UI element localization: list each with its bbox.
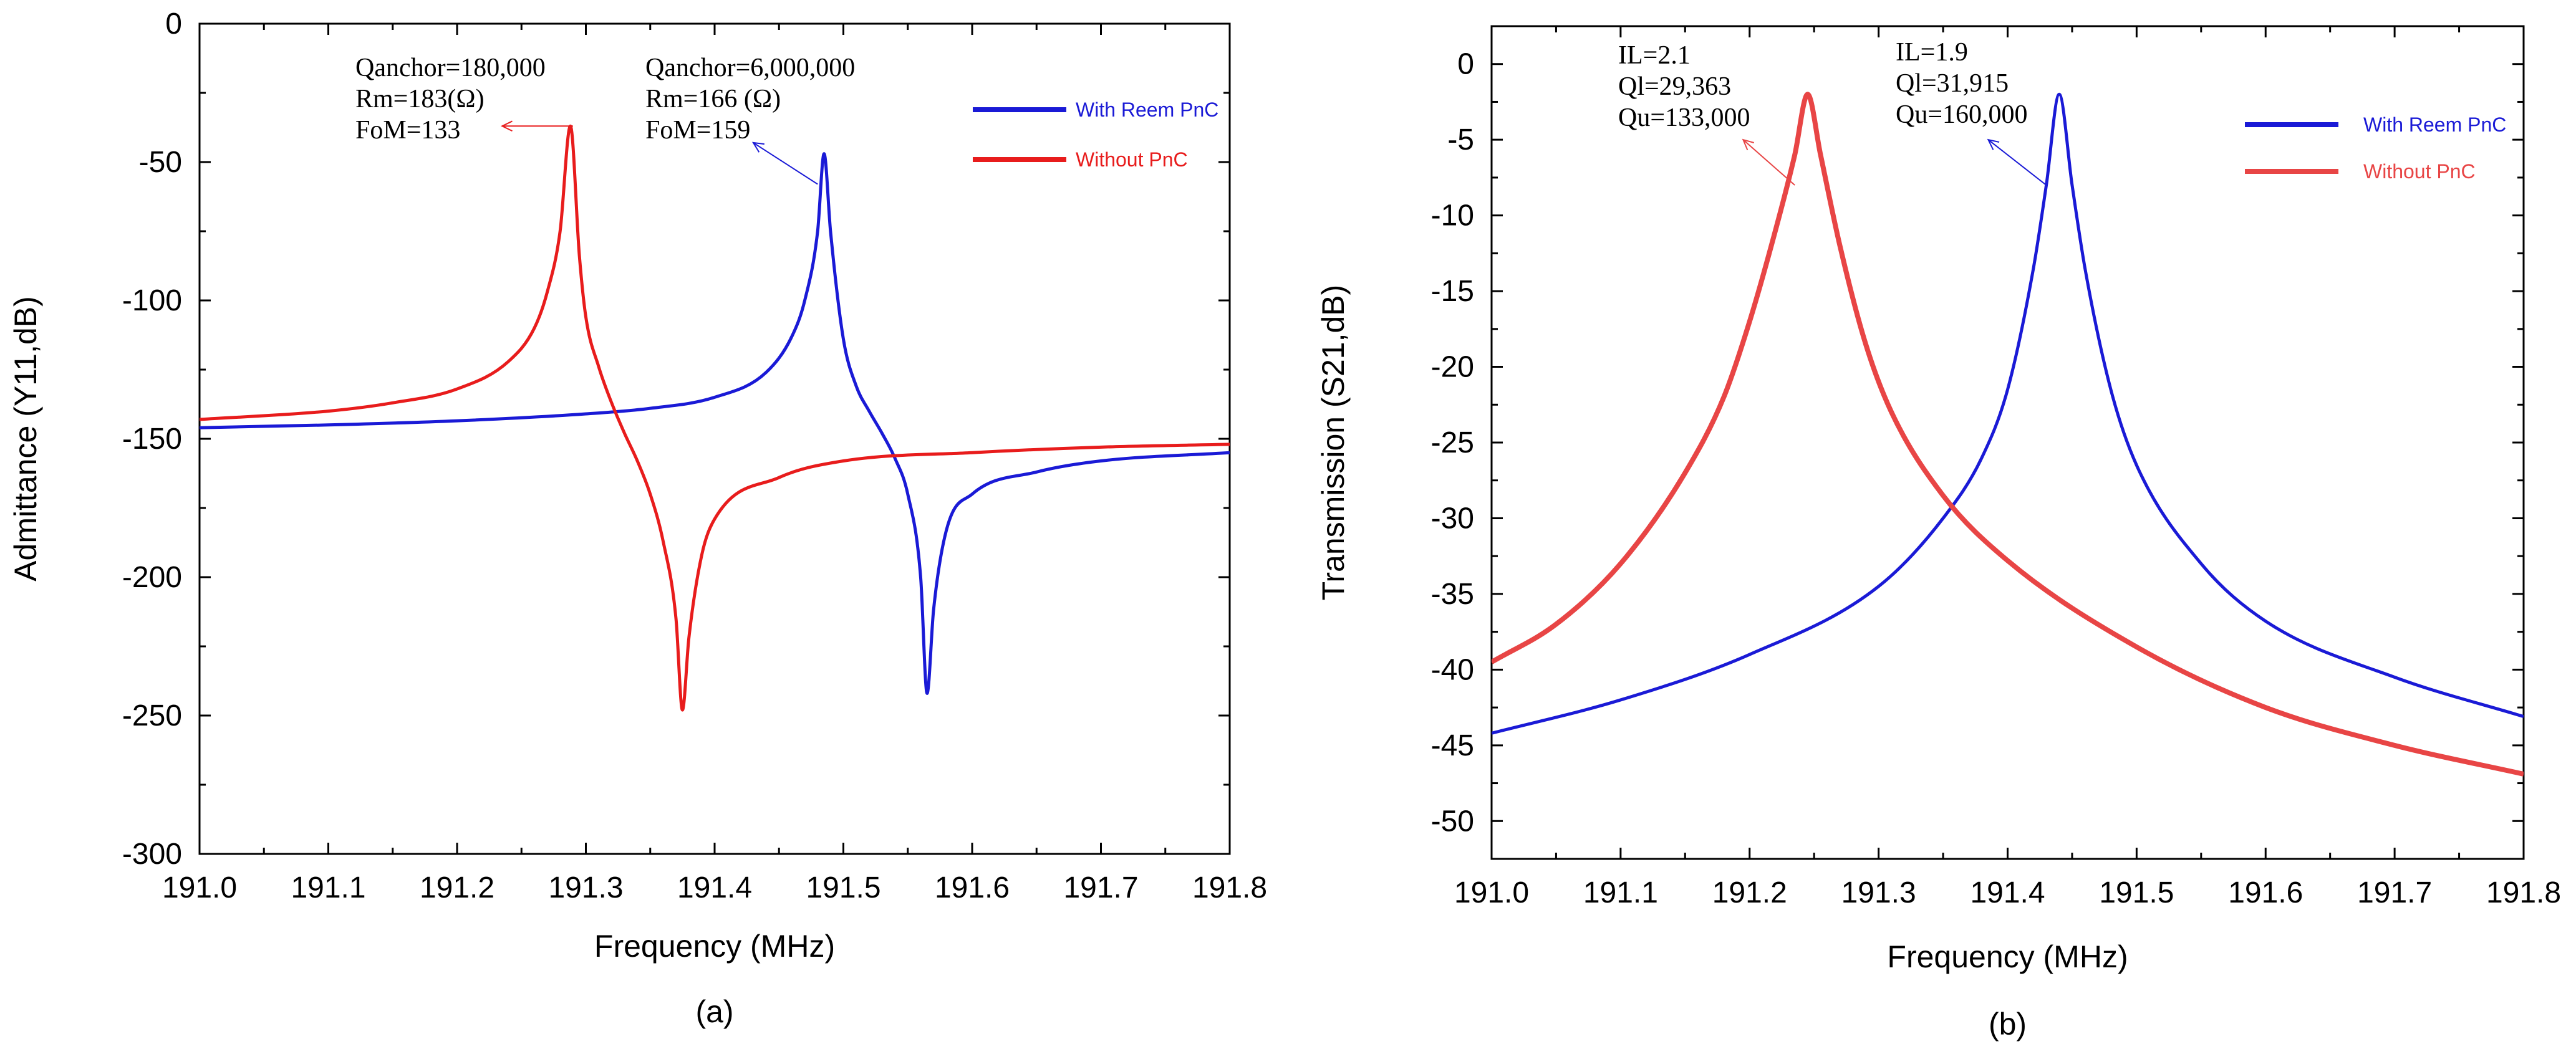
x-tick-label: 191.6 xyxy=(2228,876,2303,909)
y-tick-label: 0 xyxy=(165,7,182,41)
annotation-text: FoM=159 xyxy=(645,116,750,145)
annotation-text: Rm=166 (Ω) xyxy=(645,85,781,113)
x-axis-title: Frequency (MHz) xyxy=(594,929,835,964)
y-tick-label: -5 xyxy=(1447,123,1474,156)
x-tick-label: 191.7 xyxy=(1063,871,1138,904)
annotation-text: IL=1.9 xyxy=(1896,38,1968,67)
x-tick-label: 191.2 xyxy=(420,871,494,904)
y-tick-label: -50 xyxy=(1431,805,1474,838)
series-line-without-pnc xyxy=(200,124,1230,712)
annotation-arrow xyxy=(753,142,818,185)
y-tick-label: -50 xyxy=(139,146,182,179)
x-tick-label: 191.1 xyxy=(1583,876,1658,909)
annotation-text: Qanchor=6,000,000 xyxy=(645,54,855,82)
annotation-text: Ql=29,363 xyxy=(1618,72,1731,101)
y-tick-label: -300 xyxy=(122,838,182,871)
legend-entry: With Reem PnC xyxy=(1076,98,1218,121)
y-axis-title: Transmission (S21,dB) xyxy=(1316,285,1351,601)
series-line-with-reem-pnc xyxy=(1492,92,2524,735)
y-tick-label: 0 xyxy=(1457,48,1474,81)
x-tick-label: 191.5 xyxy=(2099,876,2174,909)
x-tick-label: 191.4 xyxy=(1970,876,2045,909)
x-tick-label: 191.5 xyxy=(806,871,880,904)
chart-panel-a: 191.0 191.1 191.2 191.3 191.4 191.5 191.6 191.7… xyxy=(8,7,1267,1029)
x-tick-label: 191.0 xyxy=(1454,876,1529,909)
y-tick-label: -15 xyxy=(1431,275,1474,308)
panel-label: (a) xyxy=(695,994,733,1029)
x-tick-label: 191.6 xyxy=(935,871,1010,904)
y-tick-label: -20 xyxy=(1431,351,1474,384)
x-tick-label: 191.0 xyxy=(162,871,237,904)
y-tick-label: -35 xyxy=(1431,578,1474,611)
series-line-with-reem-pnc xyxy=(200,152,1230,695)
legend-entry: Without PnC xyxy=(2363,160,2476,183)
legend-entry: With Reem PnC xyxy=(2363,113,2506,136)
annotation-text: FoM=133 xyxy=(355,116,460,145)
x-tick-label: 191.8 xyxy=(1192,871,1267,904)
series-line-without-pnc xyxy=(1492,92,2524,777)
x-tick-label: 191.2 xyxy=(1712,876,1787,909)
y-tick-label: -250 xyxy=(122,699,182,732)
annotation-arrowhead xyxy=(1742,138,1755,151)
y-tick-label: -10 xyxy=(1431,199,1474,232)
x-tick-label: 191.7 xyxy=(2357,876,2432,909)
annotation-text: Qanchor=180,000 xyxy=(355,54,546,82)
x-tick-label: 191.8 xyxy=(2486,876,2561,909)
x-tick-label: 191.3 xyxy=(1841,876,1916,909)
y-tick-label: -200 xyxy=(122,561,182,594)
x-tick-label: 191.1 xyxy=(291,871,365,904)
annotation-arrow xyxy=(1742,139,1795,186)
annotation-text: Qu=160,000 xyxy=(1896,100,2028,129)
annotation-text: Qu=133,000 xyxy=(1618,103,1750,132)
panel-label: (b) xyxy=(1989,1007,2027,1042)
annotation-arrow xyxy=(1987,139,2047,186)
y-tick-label: -40 xyxy=(1431,653,1474,686)
x-tick-label: 191.3 xyxy=(548,871,623,904)
x-tick-label: 191.4 xyxy=(677,871,752,904)
y-axis-title: Admittance (Y11,dB) xyxy=(8,296,43,582)
annotation-arrowhead xyxy=(1987,138,2000,150)
y-tick-label: -45 xyxy=(1431,729,1474,762)
annotation-arrowhead xyxy=(752,141,765,153)
annotation-text: Ql=31,915 xyxy=(1896,69,2009,98)
legend-entry: Without PnC xyxy=(1076,148,1188,171)
y-tick-label: -25 xyxy=(1431,426,1474,459)
chart-panel-b: 191.0 191.1 191.2 191.3 191.4 191.5 191.6 191.7… xyxy=(1316,25,2561,1042)
y-tick-label: -30 xyxy=(1431,502,1474,535)
y-tick-label: -100 xyxy=(122,284,182,317)
plot-frame xyxy=(1490,25,2525,860)
annotation-text: Rm=183(Ω) xyxy=(355,85,485,113)
annotation-arrowhead xyxy=(500,120,513,132)
annotation-text: IL=2.1 xyxy=(1618,41,1691,70)
x-axis-title: Frequency (MHz) xyxy=(1887,939,2128,974)
y-tick-label: -150 xyxy=(122,423,182,456)
